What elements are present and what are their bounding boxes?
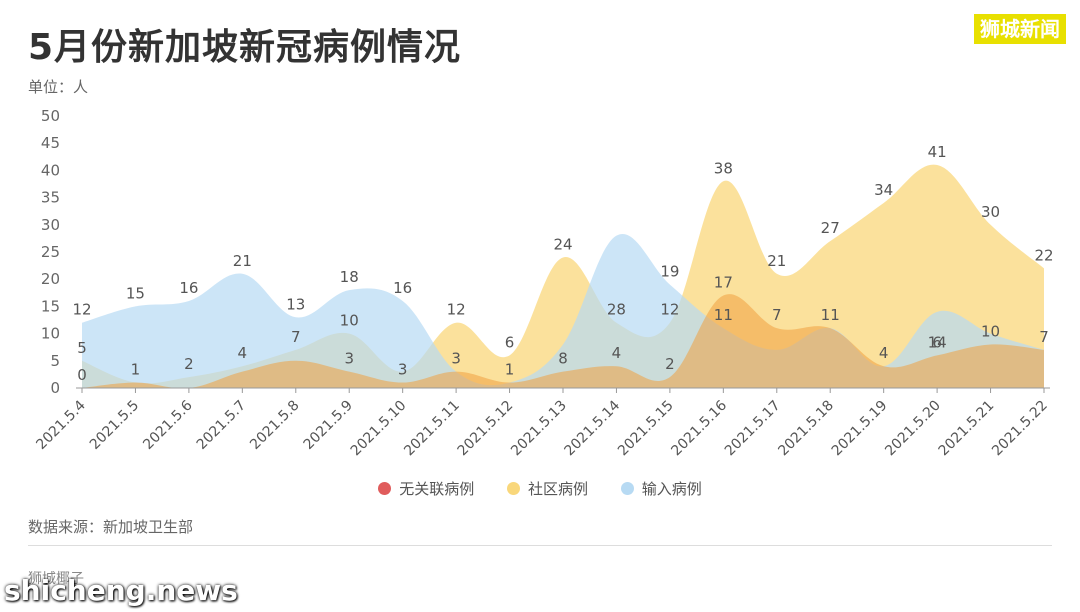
- data-label-community: 12: [660, 301, 679, 319]
- y-tick-label: 20: [41, 270, 60, 288]
- x-tick-label: 2021.5.12: [455, 398, 517, 460]
- legend-dot-imported: [620, 482, 634, 495]
- data-label-unlinked: 4: [612, 344, 622, 362]
- x-tick-label: 2021.5.13: [508, 398, 570, 460]
- data-label-imported: 15: [126, 284, 145, 302]
- y-tick-label: 15: [41, 297, 60, 315]
- legend-label-unlinked: 无关联病例: [399, 480, 475, 498]
- x-tick-label: 2021.5.11: [401, 398, 463, 460]
- data-label-unlinked: 11: [821, 306, 840, 324]
- y-tick-label: 5: [50, 352, 60, 370]
- legend-dot-unlinked: [378, 482, 392, 495]
- data-label-imported: 16: [179, 279, 198, 297]
- x-tick-label: 2021.5.19: [829, 398, 891, 460]
- chart-legend: 无关联病例 社区病例 输入病例: [0, 478, 1080, 499]
- legend-dot-community: [506, 482, 520, 495]
- data-label-imported: 12: [72, 301, 91, 319]
- data-label-community: 27: [821, 219, 840, 237]
- data-label-unlinked: 1: [131, 361, 141, 379]
- x-tick-label: 2021.5.4: [33, 397, 88, 452]
- data-label-community: 28: [607, 301, 626, 319]
- legend-item-imported[interactable]: 输入病例: [620, 478, 702, 499]
- data-label-imported: 18: [340, 268, 359, 286]
- legend-label-imported: 输入病例: [641, 480, 702, 498]
- data-label-unlinked: 14: [928, 333, 947, 351]
- x-tick-label: 2021.5.22: [989, 398, 1051, 460]
- y-tick-label: 45: [41, 134, 60, 152]
- unit-label: 单位：人: [28, 78, 89, 96]
- data-source: 数据来源：新加坡卫生部: [28, 518, 194, 536]
- x-tick-label: 2021.5.14: [562, 397, 624, 459]
- data-label-community: 38: [714, 159, 733, 177]
- data-label-community: 5: [77, 339, 87, 357]
- data-label-community: 12: [447, 301, 466, 319]
- data-label-community: 10: [340, 312, 359, 330]
- site-watermark: shicheng.news: [4, 574, 238, 607]
- x-tick-label: 2021.5.18: [775, 398, 837, 460]
- series-area-unlinked: [82, 294, 1044, 389]
- data-label-unlinked: 4: [879, 344, 889, 362]
- data-label-community: 41: [928, 143, 947, 161]
- data-label-unlinked: 3: [344, 350, 354, 368]
- data-label-community: 6: [505, 333, 515, 351]
- data-label-community: 24: [553, 235, 572, 253]
- legend-item-community[interactable]: 社区病例: [506, 478, 588, 499]
- data-label-community: 2: [184, 355, 194, 373]
- data-label-community: 7: [291, 328, 301, 346]
- data-label-extra: 11: [714, 306, 733, 324]
- data-label-extra: 6: [932, 333, 942, 351]
- y-tick-label: 50: [41, 107, 60, 125]
- data-label-unlinked: 0: [77, 366, 87, 384]
- data-label-unlinked: 8: [558, 350, 568, 368]
- footer-name: 狮城椰子: [28, 571, 84, 587]
- data-label-unlinked: 7: [1039, 328, 1049, 346]
- divider: [28, 545, 1052, 546]
- x-tick-label: 2021.5.6: [140, 397, 195, 452]
- data-label-imported: 16: [393, 279, 412, 297]
- data-label-unlinked: 7: [772, 306, 782, 324]
- x-tick-label: 2021.5.15: [615, 398, 677, 460]
- y-tick-label: 25: [41, 243, 60, 261]
- legend-label-community: 社区病例: [527, 480, 588, 498]
- x-tick-label: 2021.5.7: [194, 398, 249, 453]
- data-label-unlinked: 2: [665, 355, 675, 373]
- data-label-unlinked: 10: [981, 322, 1000, 340]
- data-label-community: 30: [981, 203, 1000, 221]
- x-tick-label: 2021.5.20: [882, 398, 944, 460]
- data-label-unlinked: 1: [505, 361, 515, 379]
- x-tick-label: 2021.5.9: [301, 398, 356, 453]
- data-label-unlinked: 3: [398, 361, 408, 379]
- x-tick-label: 2021.5.8: [247, 398, 302, 453]
- y-tick-label: 30: [41, 216, 60, 234]
- y-tick-label: 0: [50, 379, 60, 397]
- data-label-community: 22: [1034, 246, 1053, 264]
- x-tick-label: 2021.5.5: [87, 398, 142, 453]
- data-label-community: 21: [767, 252, 786, 270]
- data-label-imported: 21: [233, 252, 252, 270]
- data-label-community: 4: [238, 344, 248, 362]
- x-tick-label: 2021.5.17: [722, 398, 784, 460]
- area-chart: 051015202530354045502021.5.42021.5.52021…: [33, 107, 1053, 460]
- chart-title: 5月份新加坡新冠病例情况: [28, 27, 462, 68]
- brand-logo: 狮城新闻: [974, 14, 1066, 44]
- legend-item-unlinked[interactable]: 无关联病例: [378, 478, 474, 499]
- x-tick-label: 2021.5.10: [348, 398, 410, 460]
- x-tick-label: 2021.5.16: [668, 397, 730, 459]
- data-label-imported: 13: [286, 295, 305, 313]
- x-tick-label: 2021.5.21: [936, 398, 998, 460]
- data-label-community: 34: [874, 181, 893, 199]
- y-tick-label: 10: [41, 325, 60, 343]
- y-tick-label: 40: [41, 161, 60, 179]
- data-label-unlinked: 17: [714, 274, 733, 292]
- y-tick-label: 35: [41, 189, 60, 207]
- data-label-imported: 19: [660, 263, 679, 281]
- data-label-unlinked: 3: [451, 350, 461, 368]
